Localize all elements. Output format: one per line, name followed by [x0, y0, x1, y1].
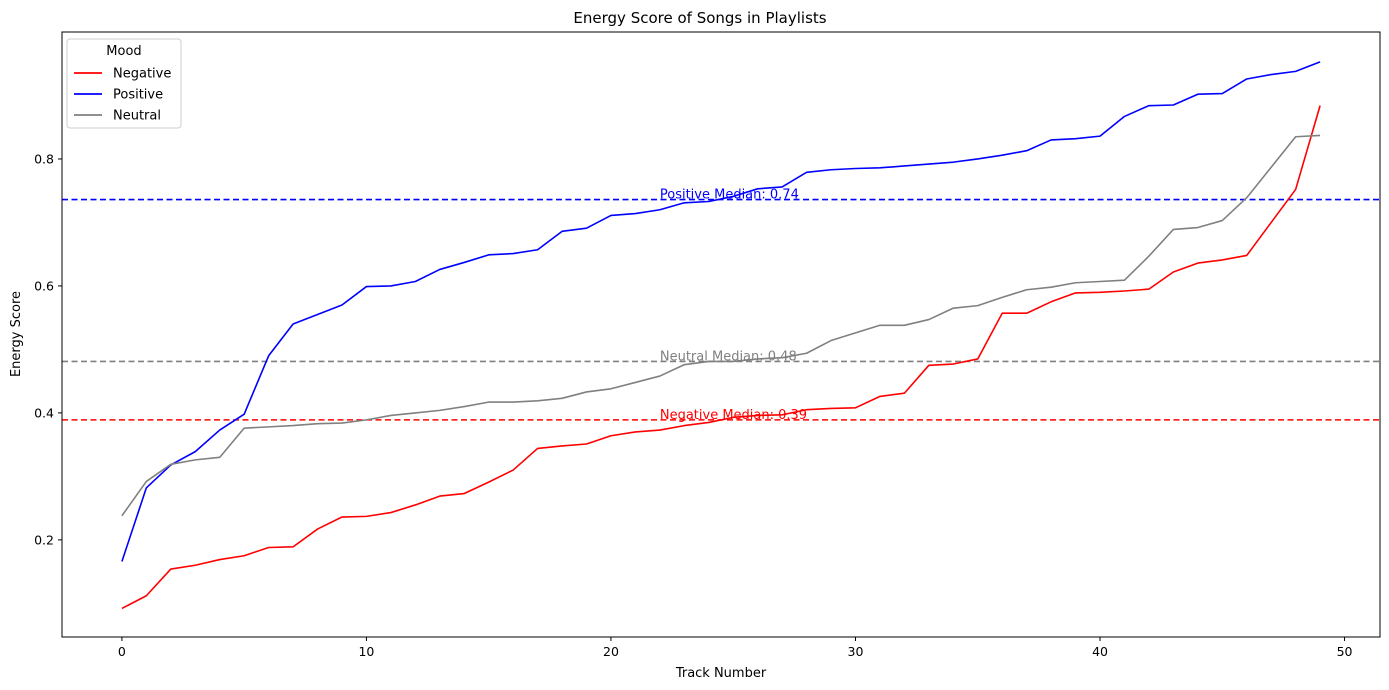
- legend-box: [66, 38, 182, 129]
- y-axis-ticks: 0.2 0.4 0.6 0.8: [34, 151, 62, 547]
- x-axis-label: Track Number: [675, 666, 767, 681]
- y-tick-label: 0.6: [34, 278, 54, 293]
- x-axis-ticks: 0 10 20 30 40 50: [118, 637, 1353, 659]
- legend-entries: Negative Positive Neutral: [74, 67, 171, 124]
- y-tick-label: 0.8: [34, 151, 54, 166]
- series-lines: [121, 61, 1321, 610]
- series-line-neutral: [121, 134, 1321, 517]
- median-label-negative: Negative Median: 0.39: [660, 408, 807, 423]
- y-tick-label: 0.4: [34, 405, 54, 420]
- plot-frame: [61, 31, 1381, 638]
- x-tick-label: 40: [1092, 644, 1108, 659]
- median-labels: Positive Median: 0.74 Neutral Median: 0.4…: [660, 188, 807, 423]
- x-tick-label: 20: [603, 644, 619, 659]
- chart-title: Energy Score of Songs in Playlists: [573, 9, 826, 27]
- y-axis-label: Energy Score: [9, 291, 24, 377]
- x-tick-label: 50: [1337, 644, 1353, 659]
- series-line-positive: [121, 61, 1321, 562]
- y-tick-label: 0.2: [34, 532, 54, 547]
- series-line-negative: [121, 105, 1321, 610]
- x-tick-label: 10: [358, 644, 374, 659]
- legend-title: Mood: [106, 44, 141, 59]
- median-label-neutral: Neutral Median: 0.48: [660, 349, 797, 364]
- legend-label-neutral: Neutral: [113, 109, 161, 124]
- median-label-positive: Positive Median: 0.74: [660, 188, 799, 203]
- median-lines: [62, 198, 1380, 421]
- legend-label-positive: Positive: [113, 88, 163, 103]
- legend[interactable]: Mood Negative Positive Neutral: [66, 38, 182, 129]
- x-tick-label: 0: [118, 644, 126, 659]
- legend-label-negative: Negative: [113, 67, 171, 82]
- x-tick-label: 30: [848, 644, 864, 659]
